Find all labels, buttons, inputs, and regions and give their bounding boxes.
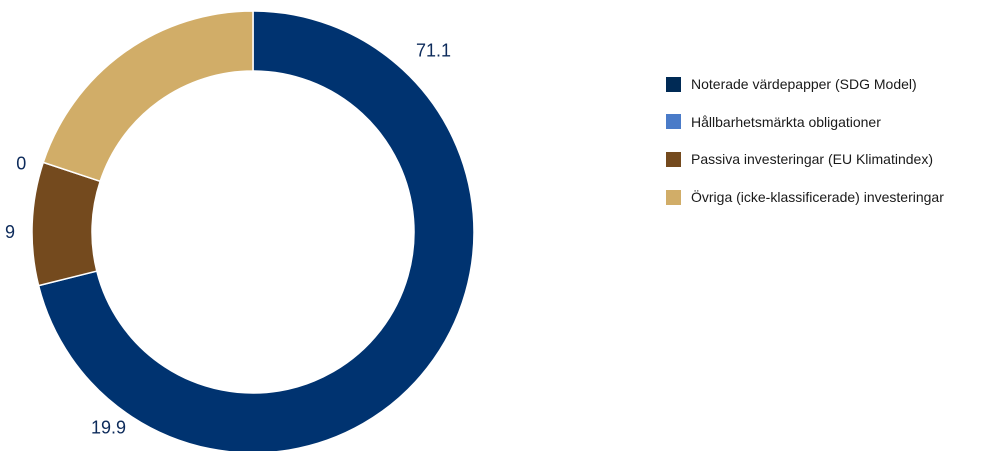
donut-slice — [42, 10, 254, 183]
legend-item-noterade: Noterade värdepapper (SDG Model) — [666, 75, 944, 93]
legend-label: Passiva investeringar (EU Klimatindex) — [691, 151, 933, 168]
legend-swatch — [666, 189, 681, 205]
data-label: 19.9 — [91, 418, 126, 438]
legend-label: Noterade värdepapper (SDG Model) — [691, 76, 917, 92]
data-label: 0 — [16, 153, 26, 173]
donut-slice — [37, 10, 475, 451]
legend-item-ovriga: Övriga (icke-klassificerade) investering… — [666, 188, 944, 206]
legend-swatch — [666, 76, 681, 92]
legend-swatch — [666, 151, 681, 167]
data-label: 71.1 — [416, 41, 451, 61]
data-label: 9 — [5, 222, 15, 242]
legend-label: Övriga (icke-klassificerade) investering… — [691, 189, 944, 206]
chart-legend: Noterade värdepapper (SDG Model) Hållbar… — [666, 75, 944, 226]
donut-slice — [31, 161, 102, 287]
legend-label: Hållbarhetsmärkta obligationer — [691, 113, 881, 130]
legend-item-passiva: Passiva investeringar (EU Klimatindex) — [666, 150, 944, 168]
legend-swatch — [666, 114, 681, 130]
legend-item-hallbarhet: Hållbarhetsmärkta obligationer — [666, 113, 944, 131]
